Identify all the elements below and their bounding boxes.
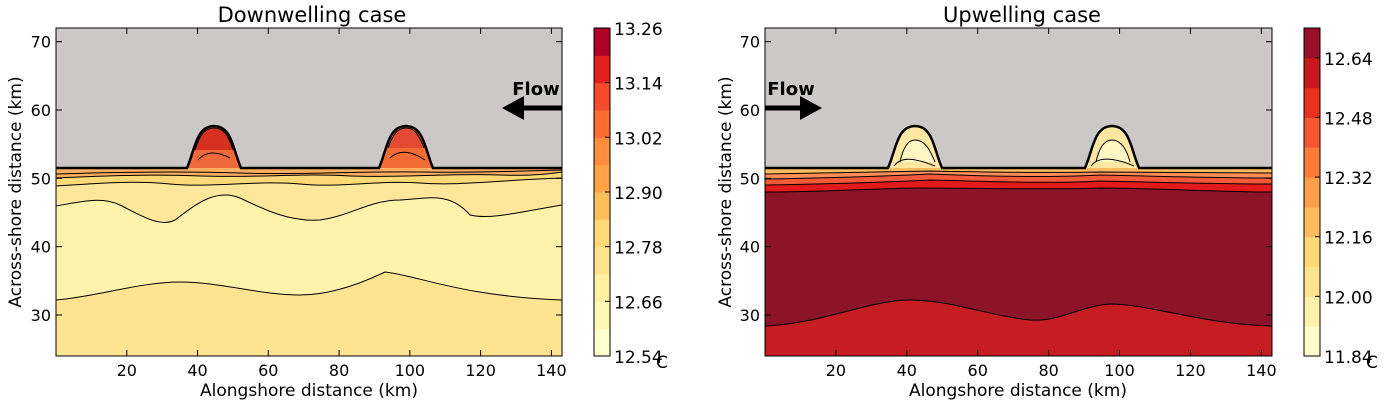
colorbar-level: [1304, 57, 1320, 89]
colorbar-tick-label: 12.90: [614, 184, 663, 204]
upwelling-xlabel: Alongshore distance (km): [909, 381, 1127, 401]
upwelling-bump2-core: [1096, 140, 1130, 162]
x-tick-label: 120: [1175, 361, 1206, 380]
downwelling-coastline: [56, 124, 562, 170]
colorbar-level: [594, 164, 610, 193]
colorbar-level: [1304, 206, 1320, 238]
upwelling-panel: Upwelling case: [716, 3, 1378, 401]
y-tick-label: 70: [740, 33, 760, 52]
y-tick-label: 60: [31, 101, 51, 120]
colorbar-tick-label: 12.00: [1324, 288, 1373, 308]
colorbar-tick-label: 12.48: [1324, 109, 1373, 129]
downwelling-band-lower: [56, 272, 562, 356]
colorbar-level: [594, 28, 610, 56]
colorbar-unit: C: [1366, 353, 1378, 373]
x-tick-label: 20: [826, 361, 846, 380]
colorbar-level: [1304, 147, 1320, 178]
downwelling-title: Downwelling case: [218, 3, 407, 27]
colorbar-level: [594, 192, 610, 220]
colorbar-tick-label: 13.02: [614, 129, 663, 149]
y-tick-label: 60: [740, 101, 760, 120]
colorbar-frame: [1303, 27, 1321, 357]
colorbar-tick-label: 13.14: [614, 75, 663, 95]
colorbar-tick-label: 11.84: [1324, 348, 1373, 368]
x-tick-label: 80: [329, 361, 349, 380]
x-tick-label: 80: [1038, 361, 1058, 380]
y-tick-label: 40: [31, 238, 51, 257]
colorbar-tick-label: 12.66: [614, 293, 663, 313]
upwelling-colorbar: 11.84 12.00 12.16 12.32 12.48 12.64 C: [1303, 27, 1378, 373]
x-tick-label: 40: [187, 361, 207, 380]
downwelling-flow-label: Flow: [512, 79, 559, 100]
colorbar-level: [1304, 28, 1320, 59]
colorbar-level: [594, 55, 610, 84]
y-tick-label: 70: [31, 33, 51, 52]
x-tick-label: 20: [117, 361, 137, 380]
downwelling-bump1-core: [195, 128, 233, 150]
colorbar-unit: C: [656, 353, 668, 373]
downwelling-panel: Downwelling case: [6, 3, 668, 401]
upwelling-contours: [765, 139, 1272, 327]
y-tick-label: 50: [740, 169, 760, 188]
downwelling-plot-area: Flow: [56, 28, 562, 356]
upwelling-coastline: [765, 124, 1272, 170]
colorbar-level: [594, 328, 610, 357]
y-tick-label: 30: [740, 306, 760, 325]
colorbar-level: [1304, 266, 1320, 297]
upwelling-frame: [764, 27, 1273, 357]
colorbar-tick-label: 12.32: [1324, 169, 1373, 189]
colorbar-tick-label: 12.64: [1324, 50, 1373, 70]
downwelling-bump2-core: [388, 128, 424, 148]
x-tick-label: 40: [897, 361, 917, 380]
colorbar-level: [594, 110, 610, 138]
colorbar-level: [594, 301, 610, 330]
colorbar-level: [1304, 296, 1320, 327]
y-tick-label: 50: [31, 169, 51, 188]
x-tick-label: 140: [1246, 361, 1277, 380]
upwelling-ylabel: Across-shore distance (km): [716, 76, 736, 307]
colorbar-level: [594, 274, 610, 302]
colorbar-level: [1304, 117, 1320, 148]
upwelling-bump1-core: [900, 140, 935, 162]
colorbar-level: [1304, 177, 1320, 208]
upwelling-plot-area: Flow: [765, 28, 1272, 356]
downwelling-flow-arrow: [502, 96, 562, 120]
colorbar-level: [1304, 236, 1320, 268]
y-tick-label: 30: [31, 306, 51, 325]
downwelling-contours: [56, 127, 562, 301]
colorbar-level: [594, 82, 610, 111]
downwelling-frame: [55, 27, 563, 357]
colorbar-tick-label: 12.78: [614, 239, 663, 259]
upwelling-flow-label: Flow: [767, 79, 814, 100]
x-tick-label: 60: [968, 361, 988, 380]
x-tick-label: 100: [395, 361, 426, 380]
x-tick-label: 120: [465, 361, 496, 380]
colorbar-level: [594, 137, 610, 166]
downwelling-axes: 20 40 60 80 100 120 140 30 40 50 60 70: [31, 28, 567, 380]
upwelling-flow-arrow: [765, 96, 822, 120]
colorbar-level: [1304, 87, 1320, 118]
upwelling-title: Upwelling case: [943, 3, 1101, 27]
colorbar-tick-label: 12.54: [614, 348, 663, 368]
x-tick-label: 140: [536, 361, 567, 380]
upwelling-axes: 20 40 60 80 100 120 140 30 40 50 60 70: [740, 28, 1277, 380]
colorbar-tick-label: 12.16: [1324, 229, 1373, 249]
colorbar-level: [1304, 326, 1320, 357]
x-tick-label: 60: [258, 361, 278, 380]
downwelling-colorbar: 12.54 12.66 12.78 12.90 13.02 13.14 13.26 C: [593, 20, 668, 373]
colorbar-tick-label: 13.26: [614, 20, 663, 40]
downwelling-ylabel: Across-shore distance (km): [6, 76, 26, 307]
colorbar-level: [594, 246, 610, 275]
upwelling-band-4: [765, 168, 1272, 174]
y-tick-label: 40: [740, 238, 760, 257]
x-tick-label: 100: [1104, 361, 1135, 380]
colorbar-level: [594, 219, 610, 248]
downwelling-xlabel: Alongshore distance (km): [200, 381, 418, 401]
upwelling-band-deep: [765, 168, 1272, 326]
